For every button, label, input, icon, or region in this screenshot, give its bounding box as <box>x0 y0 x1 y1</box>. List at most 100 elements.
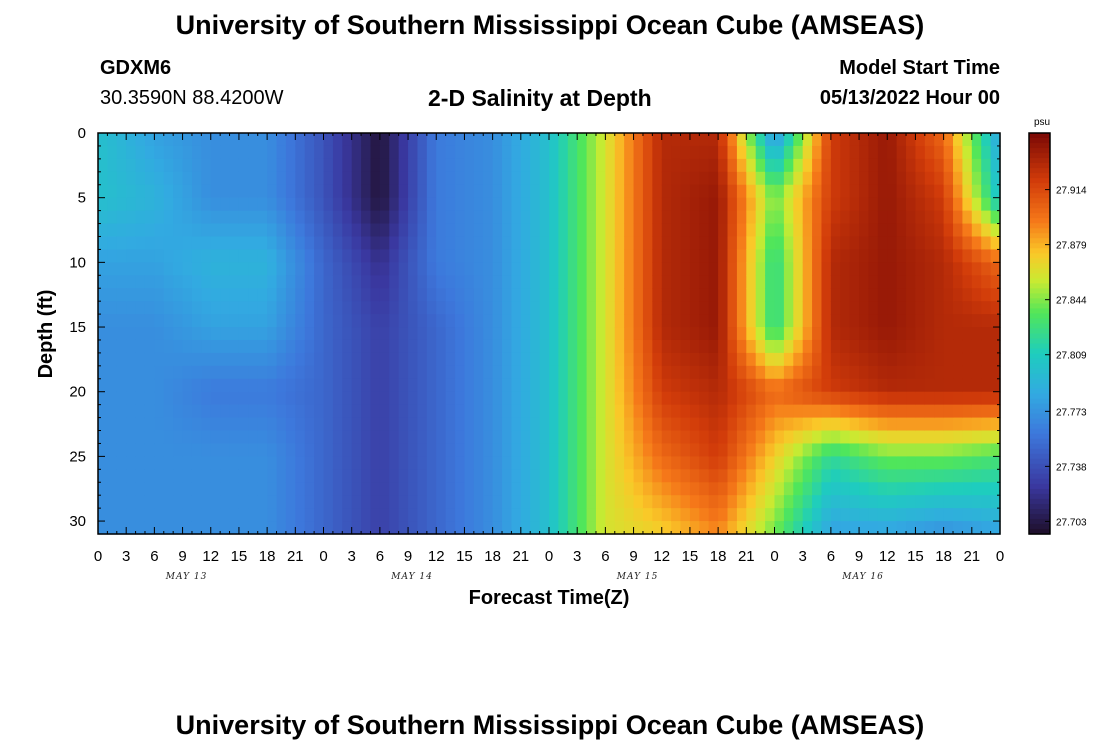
heatmap-cell <box>417 197 428 212</box>
colorbar-swatch <box>1029 153 1050 159</box>
heatmap-cell <box>210 171 221 186</box>
heatmap-cell <box>107 158 118 173</box>
heatmap-cell <box>633 275 644 289</box>
heatmap-cell <box>126 171 137 186</box>
heatmap-cell <box>98 495 108 509</box>
heatmap-cell <box>426 430 437 445</box>
heatmap-cell <box>530 223 541 238</box>
heatmap-cell <box>502 443 513 457</box>
heatmap-cell <box>520 210 531 225</box>
colorbar-swatch <box>1029 408 1050 415</box>
heatmap-cell <box>191 327 202 341</box>
heatmap-cell <box>981 158 992 173</box>
heatmap-cell <box>652 210 663 225</box>
heatmap-cell <box>473 508 484 522</box>
heatmap-cell <box>558 365 569 380</box>
heatmap-cell <box>549 262 559 276</box>
heatmap-cell <box>915 314 926 328</box>
heatmap-cell <box>257 197 268 212</box>
heatmap-cell <box>633 339 644 354</box>
heatmap-cell <box>107 184 118 199</box>
heatmap-cell <box>736 275 747 289</box>
heatmap-cell <box>595 158 606 173</box>
heatmap-cell <box>727 223 738 238</box>
heatmap-cell <box>783 391 794 406</box>
heatmap-cell <box>718 262 729 276</box>
heatmap-cell <box>802 443 813 457</box>
heatmap-cell <box>671 158 682 173</box>
heatmap-cell <box>342 352 353 367</box>
heatmap-cell <box>539 145 550 160</box>
heatmap-cell <box>107 236 118 251</box>
heatmap-cell <box>859 197 870 212</box>
heatmap-cell <box>304 288 315 302</box>
heatmap-cell <box>483 249 494 263</box>
x-tick-label: 21 <box>738 548 755 565</box>
heatmap-cell <box>389 404 400 419</box>
heatmap-cell <box>116 430 127 445</box>
heatmap-cell <box>830 145 841 160</box>
heatmap-cell <box>689 339 700 354</box>
heatmap-cell <box>736 158 747 173</box>
heatmap-cell <box>896 521 907 535</box>
heatmap-cell <box>802 133 813 147</box>
heatmap-cell <box>877 521 888 535</box>
heatmap-cell <box>229 301 240 315</box>
heatmap-cell <box>746 133 757 147</box>
heatmap-cell <box>549 378 559 393</box>
heatmap-cell <box>107 339 118 354</box>
heatmap-cell <box>906 275 917 289</box>
heatmap-cell <box>285 378 296 393</box>
colorbar-swatch <box>1029 248 1050 254</box>
colorbar-swatch <box>1029 288 1050 294</box>
heatmap-cell <box>126 521 137 535</box>
heatmap-cell <box>915 288 926 302</box>
heatmap-cell <box>229 262 240 276</box>
heatmap-cell <box>802 495 813 509</box>
heatmap-cell <box>755 365 766 380</box>
heatmap-cell <box>689 352 700 367</box>
heatmap-cell <box>924 197 935 212</box>
heatmap-cell <box>755 482 766 496</box>
heatmap-cell <box>549 443 559 457</box>
heatmap-cell <box>436 275 447 289</box>
heatmap-cell <box>530 456 541 470</box>
colorbar-swatch <box>1029 263 1050 269</box>
heatmap-cell <box>314 197 325 212</box>
heatmap-cell <box>520 223 531 238</box>
heatmap-cell <box>511 158 522 173</box>
heatmap-cell <box>699 495 710 509</box>
heatmap-cell <box>689 301 700 315</box>
heatmap-cell <box>285 262 296 276</box>
heatmap-cell <box>821 223 832 238</box>
heatmap-cell <box>877 288 888 302</box>
heatmap-cell <box>342 327 353 341</box>
heatmap-cell <box>549 236 559 251</box>
heatmap-cell <box>765 133 776 147</box>
heatmap-cell <box>154 391 165 406</box>
heatmap-cell <box>191 301 202 315</box>
heatmap-cell <box>708 482 719 496</box>
heatmap-cell <box>567 236 578 251</box>
heatmap-cell <box>887 197 898 212</box>
heatmap-cell <box>295 158 306 173</box>
heatmap-cell <box>877 417 888 432</box>
heatmap-cell <box>398 404 409 419</box>
heatmap-cell <box>746 210 757 225</box>
heatmap-cell <box>783 210 794 225</box>
heatmap-cell <box>586 391 597 406</box>
heatmap-cell <box>802 417 813 432</box>
heatmap-cell <box>906 184 917 199</box>
heatmap-cell <box>755 197 766 212</box>
heatmap-cell <box>135 314 146 328</box>
heatmap-cell <box>802 236 813 251</box>
heatmap-cell <box>201 391 212 406</box>
heatmap-cell <box>502 262 513 276</box>
heatmap-cell <box>661 314 672 328</box>
heatmap-cell <box>530 301 541 315</box>
heatmap-cell <box>765 339 776 354</box>
heatmap-cell <box>924 495 935 509</box>
heatmap-cell <box>699 262 710 276</box>
heatmap-cell <box>332 145 343 160</box>
heatmap-cell <box>314 133 325 147</box>
